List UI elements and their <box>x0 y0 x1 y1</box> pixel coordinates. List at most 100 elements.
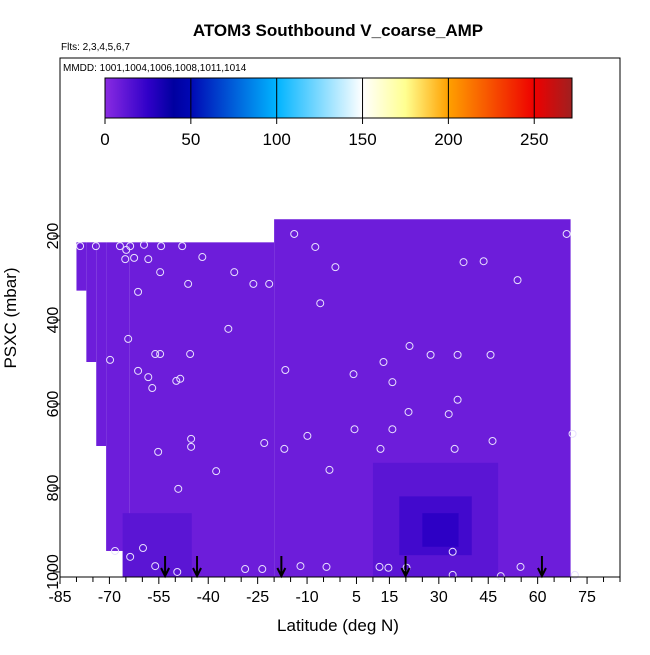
sample-point <box>349 370 358 379</box>
sample-point <box>187 442 196 451</box>
sample-point <box>139 544 148 553</box>
sample-point <box>322 562 331 571</box>
sample-point <box>178 242 187 251</box>
x-tick-label: 15 <box>381 589 399 606</box>
sample-point <box>311 242 320 251</box>
sample-point <box>134 287 143 296</box>
sample-point <box>130 253 139 262</box>
sample-point <box>126 242 135 251</box>
colorbar-tick-label: 200 <box>434 130 462 149</box>
x-axis-label: Latitude (deg N) <box>277 616 399 635</box>
sample-point <box>479 257 488 266</box>
sample-point <box>76 242 85 251</box>
sample-point <box>260 439 269 448</box>
sample-point <box>316 299 325 308</box>
sample-point <box>140 240 148 249</box>
sample-point <box>176 374 185 383</box>
sample-point <box>453 395 462 404</box>
y-tick-label: 600 <box>45 391 62 418</box>
sample-point <box>106 355 115 364</box>
x-tick-label: -40 <box>197 589 220 606</box>
sample-point <box>151 350 160 359</box>
sample-point <box>157 242 166 251</box>
sample-point <box>151 562 160 571</box>
sample-point <box>111 546 120 555</box>
sample-point <box>350 425 359 434</box>
sample-point <box>453 350 462 359</box>
sample-point <box>121 255 130 264</box>
x-tick-label: -25 <box>246 589 269 606</box>
sample-point <box>376 444 385 453</box>
sample-point <box>448 570 457 579</box>
x-tick-label: 30 <box>430 589 448 606</box>
sample-point <box>172 376 181 385</box>
sample-point <box>488 436 497 445</box>
x-tick-label: 45 <box>479 589 497 606</box>
sample-point <box>187 434 196 443</box>
x-tick-label: -10 <box>295 589 318 606</box>
sample-point <box>115 242 124 251</box>
sample-point <box>144 255 153 264</box>
sample-point <box>230 268 239 277</box>
heat-cell <box>76 242 87 291</box>
sample-point <box>156 268 165 277</box>
arrow-marker <box>192 556 202 579</box>
colorbar-tick-label: 0 <box>100 130 109 149</box>
colorbar-tick-label: 100 <box>263 130 291 149</box>
arrow-marker <box>400 556 411 579</box>
sample-point <box>379 358 388 367</box>
sample-point <box>212 467 221 476</box>
x-tick-label: -70 <box>98 589 121 606</box>
overlay <box>76 229 579 581</box>
sample-point <box>290 229 299 238</box>
sample-point <box>388 425 397 434</box>
annotation: MMDD: 1001,1004,1006,1008,1011,1014 <box>63 63 247 74</box>
sample-point <box>124 334 133 343</box>
sample-point <box>224 324 233 333</box>
sample-point <box>568 429 577 438</box>
sample-point <box>405 342 414 351</box>
sample-point <box>384 563 393 572</box>
sample-point <box>562 229 571 238</box>
sample-point <box>148 384 157 393</box>
subtitle: Flts: 2,3,4,5,6,7 <box>61 42 130 53</box>
sample-point <box>296 562 305 571</box>
sample-point <box>265 279 274 288</box>
sample-point <box>444 410 453 419</box>
colorbar-tick-label: 50 <box>181 130 200 149</box>
sample-point <box>280 444 289 453</box>
arrow-marker <box>160 556 170 579</box>
sample-point <box>404 407 413 416</box>
chart-title: ATOM3 Southbound V_coarse_AMP <box>193 21 483 40</box>
colorbar-tick-label: 250 <box>520 130 548 149</box>
sample-point <box>198 253 207 262</box>
colorbar-tick-label: 150 <box>348 130 376 149</box>
sample-point <box>448 547 457 556</box>
sample-point <box>375 562 384 571</box>
sample-point <box>186 350 195 359</box>
x-tick-label: -55 <box>147 589 170 606</box>
colorbar <box>104 77 573 119</box>
y-tick-label: 200 <box>45 223 62 250</box>
sample-point <box>154 447 163 456</box>
x-tick-label: -85 <box>48 589 71 606</box>
sample-point <box>426 350 435 359</box>
sample-point <box>134 366 143 375</box>
x-tick-label: 60 <box>529 589 547 606</box>
x-tick-label: 5 <box>352 589 361 606</box>
sample-point <box>174 484 183 493</box>
x-tick-label: 75 <box>578 589 596 606</box>
sample-point <box>173 567 182 576</box>
sample-point <box>496 572 505 581</box>
sample-point <box>513 276 522 285</box>
sample-point <box>126 552 135 561</box>
sample-point <box>450 444 459 453</box>
sample-point <box>325 465 334 474</box>
sample-point <box>241 565 250 574</box>
sample-point <box>258 565 267 574</box>
heat-cell <box>96 242 107 446</box>
sample-point <box>281 365 290 374</box>
heat-cell <box>122 513 192 577</box>
y-tick-label: 400 <box>45 307 62 334</box>
